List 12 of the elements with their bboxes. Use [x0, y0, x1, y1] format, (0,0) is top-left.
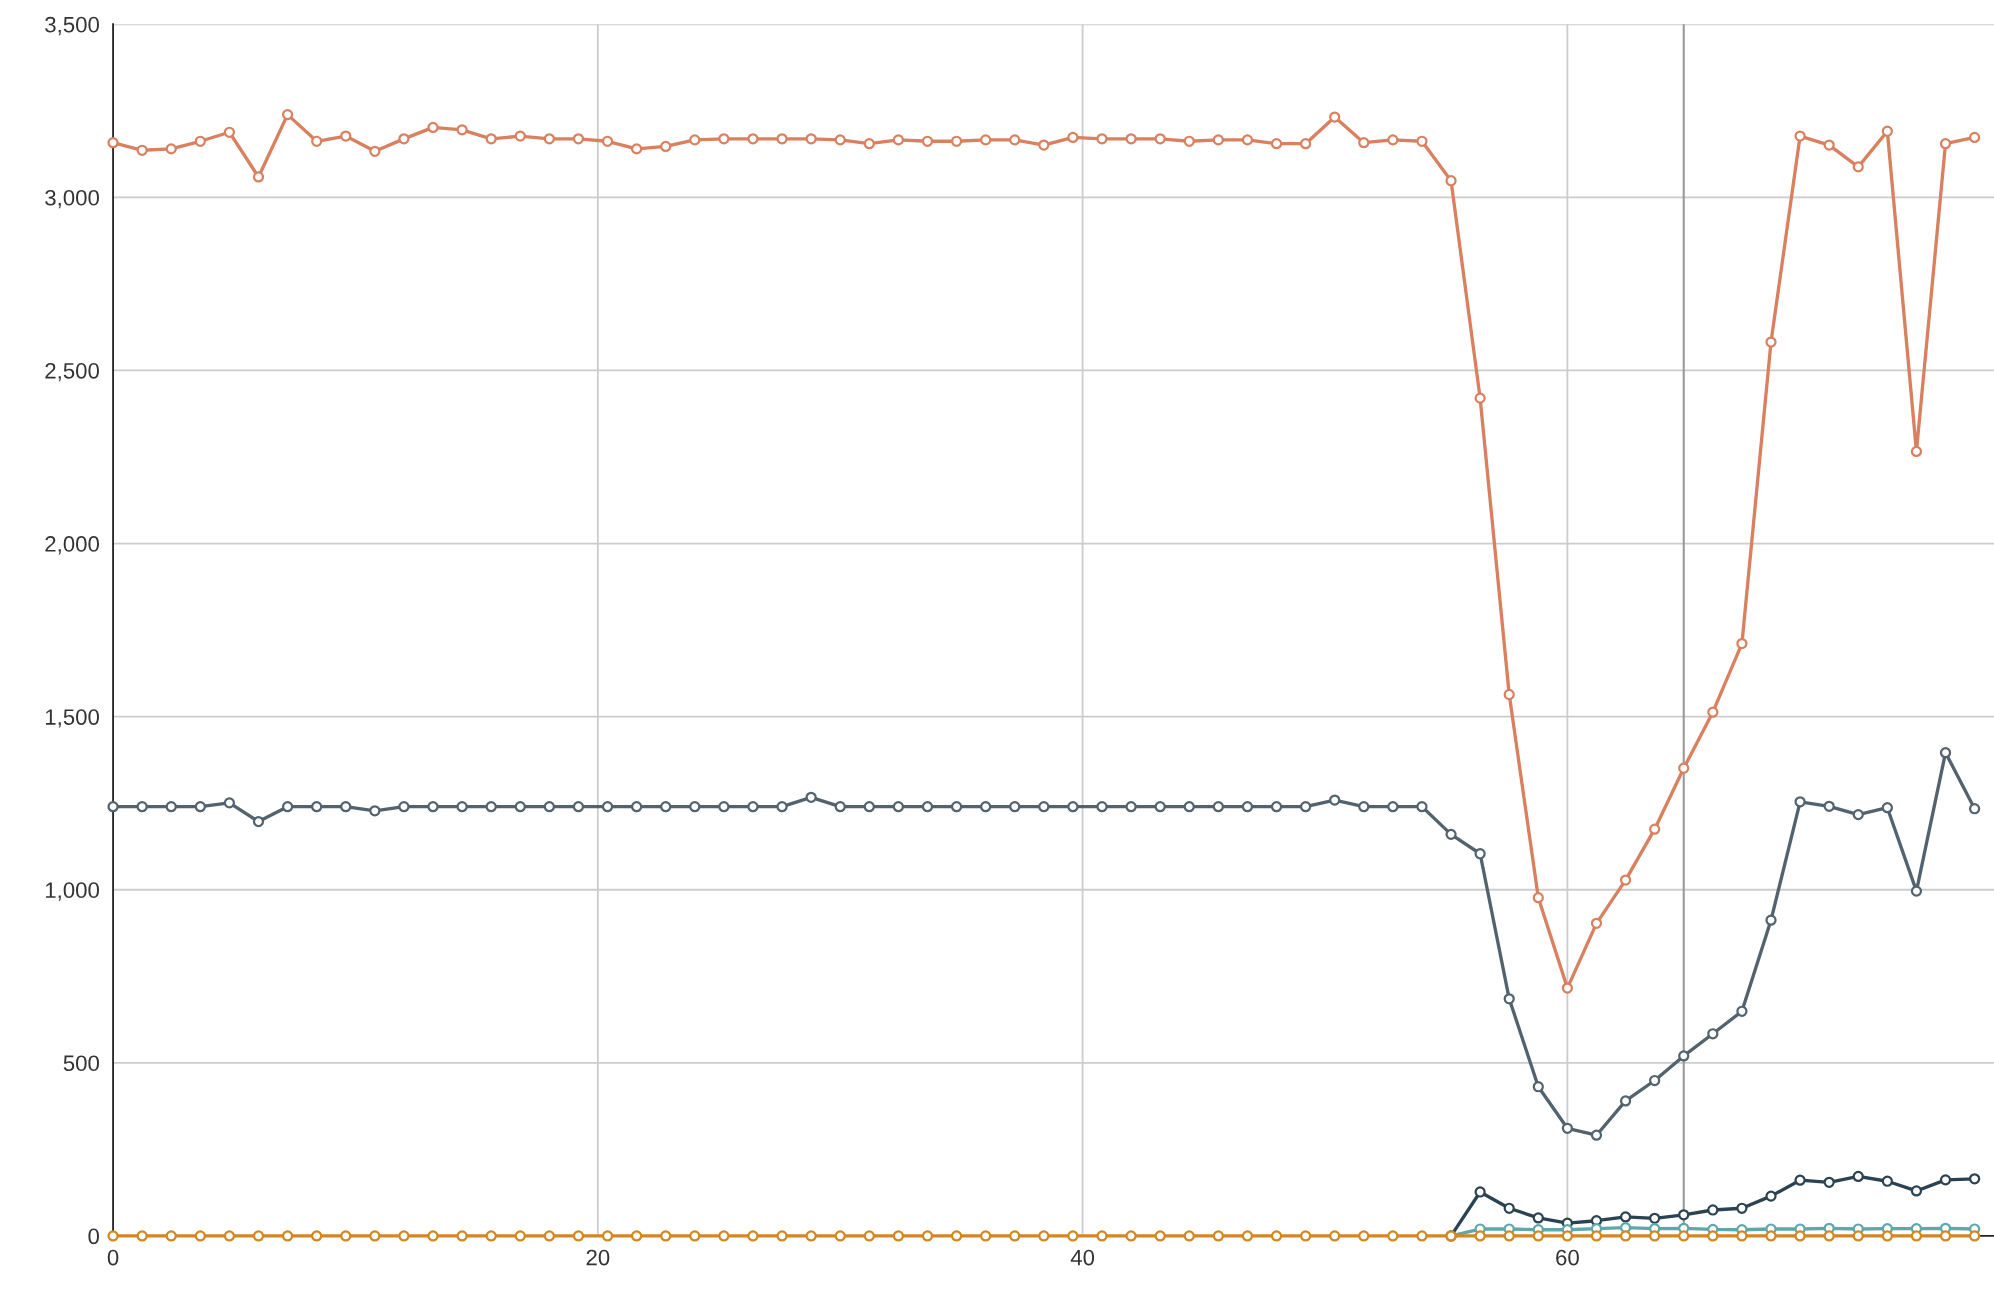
y-tick-label: 2,000	[45, 536, 99, 555]
y-tick-label: 1,500	[45, 709, 99, 728]
y-tick-label: 1,000	[45, 882, 99, 901]
y-tick-label: 500	[63, 1055, 99, 1072]
x-tick-label: 0	[107, 1249, 119, 1266]
x-tick-label: 60	[1556, 1249, 1579, 1266]
y-tick-label: 3,000	[45, 189, 99, 209]
x-tick-label: 40	[1070, 1249, 1095, 1266]
y-tick-label: 0	[88, 1228, 99, 1245]
y-tick-label: 3,500	[45, 16, 99, 36]
y-tick-label: 2,500	[45, 362, 99, 382]
x-tick-label: 20	[586, 1249, 610, 1266]
